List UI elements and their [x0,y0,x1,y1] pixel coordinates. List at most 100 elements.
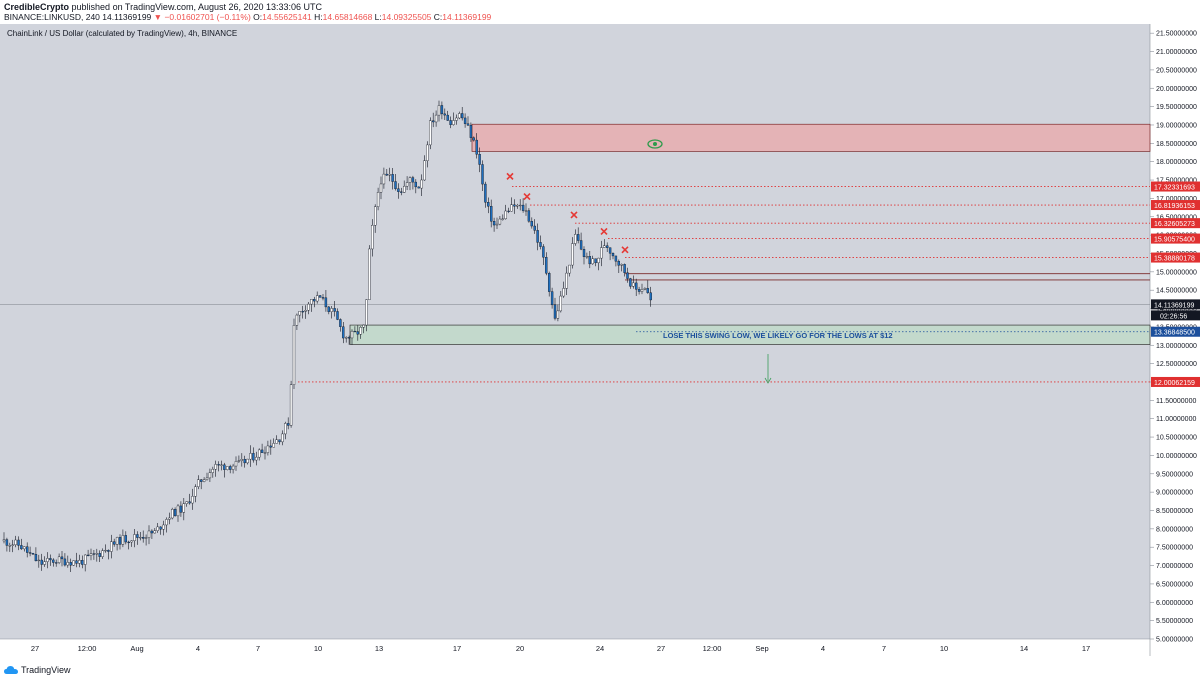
tradingview-logo[interactable]: TradingView [4,665,71,675]
candle-body [440,105,444,115]
candle-body [8,545,12,547]
x-tick-label: 12:00 [78,644,97,653]
red-level-label: 15.90575400 [1154,237,1195,244]
candle-body [133,534,136,542]
candle-body [469,125,473,138]
candle-body [14,539,17,546]
x-tick-label: 7 [882,644,886,653]
candle-body [568,264,571,274]
price-chart[interactable]: ChainLink / US Dollar (calculated by Tra… [0,24,1200,656]
candle-body [588,256,591,265]
high-label: H: [314,12,323,22]
candle-body [313,299,316,302]
x-marker [570,211,578,219]
candle-body [316,295,319,302]
candle-body [49,558,52,561]
candle-body [237,460,241,462]
annotation-text[interactable]: LOSE THIS SWING LOW, WE LIKELY GO FOR TH… [663,331,893,340]
candle-body [432,120,435,123]
red-level-label: 16.32605273 [1154,221,1195,228]
candle-body [46,558,49,562]
candle-body [629,278,632,287]
candle-body [130,540,133,543]
x-tick-label: 4 [196,644,200,653]
y-tick-label: 11.50000000 [1156,398,1196,405]
y-tick-label: 18.50000000 [1156,141,1197,148]
candle-body [519,204,522,207]
candle-body [475,139,478,155]
candle-body [417,186,420,189]
candle-body [69,562,72,566]
x-tick-label: 20 [516,644,524,653]
candle-body [205,477,209,480]
candle-body [429,120,432,146]
candle-body [333,308,336,312]
candle-body [397,188,400,192]
y-tick-label: 9.00000000 [1156,490,1193,497]
eye-icon[interactable] [647,139,663,149]
candle-body [176,505,180,517]
red-level-label-background [1151,218,1200,229]
y-tick-label: 11.00000000 [1156,416,1196,423]
y-tick-label: 14.00000000 [1156,306,1197,313]
candle-body [57,556,61,563]
x-tick-label: 14 [1020,644,1028,653]
candle-body [255,456,258,461]
candle-body [577,234,580,241]
candle-body [188,501,191,504]
candle-body [388,174,391,176]
x-tick-label: Aug [130,644,143,653]
x-tick-label: 17 [1082,644,1090,653]
candle-body [246,458,249,464]
x-tick-label: 12:00 [703,644,722,653]
candle-body [452,120,455,125]
candles [2,100,652,572]
y-tick-label: 13.00000000 [1156,343,1197,350]
price-axis-background[interactable] [1150,24,1200,656]
candle-body [289,384,293,426]
candle-body [579,240,583,250]
candle-body [635,282,638,290]
chart-header: CredibleCrypto published on TradingView.… [0,0,1200,24]
candle-body [20,545,23,550]
candle-body [220,464,223,466]
x-tick-label: 17 [453,644,461,653]
high-value: 14.65814668 [322,12,373,22]
candle-body [231,465,235,470]
candle-body [66,562,70,566]
countdown-label: 02:26:56 [1160,313,1187,320]
candle-body [173,509,177,517]
down-arrow[interactable] [764,354,772,384]
candle-body [110,541,113,552]
candle-body [121,535,125,545]
y-tick-label: 18.00000000 [1156,159,1197,166]
candle-body [330,308,333,312]
candle-body [478,154,481,165]
candle-body [608,247,612,254]
time-axis-background[interactable] [0,639,1150,656]
close-value: 14.11369199 [442,12,492,22]
candle-body [400,191,403,193]
candle-body [640,289,644,292]
candle-body [556,310,560,319]
y-tick-label: 6.00000000 [1156,600,1193,607]
candle-body [342,326,345,339]
y-tick-label: 19.50000000 [1156,104,1197,111]
candle-body [150,530,154,534]
candle-body [385,173,388,176]
candle-body [426,144,429,161]
candle-body [585,256,589,258]
y-tick-label: 7.50000000 [1156,545,1193,552]
candle-body [298,311,301,316]
x-tick-label: 13 [375,644,383,653]
candle-body [350,330,354,339]
candle-body [252,453,255,461]
candle-body [307,303,310,311]
candle-body [223,464,226,470]
candle-body [391,174,394,182]
x-tick-label: 10 [940,644,948,653]
candle-body [52,559,55,563]
red-level-label-background [1151,200,1200,211]
publisher-name[interactable]: CredibleCrypto [4,2,70,12]
candle-body [75,560,78,564]
